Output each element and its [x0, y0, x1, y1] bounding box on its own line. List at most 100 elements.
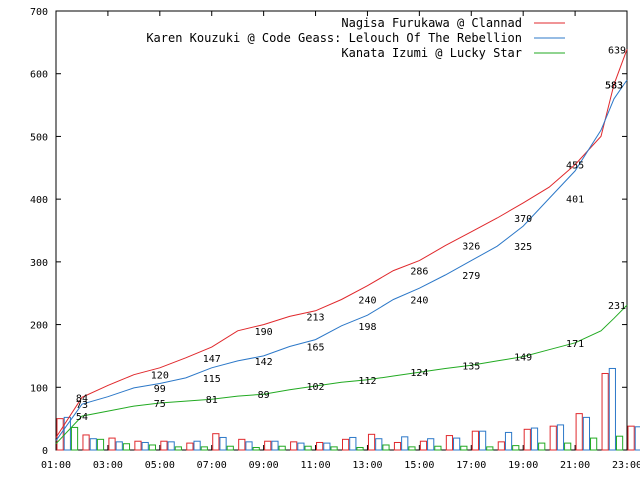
x-tick-label: 21:00: [560, 460, 590, 471]
hourly-bar: [601, 372, 609, 451]
data-label: 75: [154, 399, 166, 410]
hourly-bar: [193, 440, 201, 451]
hourly-bar: [634, 426, 640, 451]
data-label: 165: [307, 343, 325, 354]
hourly-bar: [582, 416, 591, 451]
data-label: 147: [203, 354, 221, 365]
hourly-bar: [375, 438, 383, 451]
hourly-bar: [349, 436, 357, 451]
y-axis: 0 100 200 300 400 500 600 700: [30, 7, 627, 457]
hourly-bar: [615, 435, 624, 451]
hourly-bar: [304, 445, 312, 451]
hourly-bar: [356, 446, 364, 451]
x-tick-label: 17:00: [456, 460, 486, 471]
hourly-bar: [478, 430, 487, 451]
hourly-bar: [238, 438, 246, 451]
hourly-bar: [367, 433, 376, 451]
x-tick-label: 11:00: [300, 460, 330, 471]
series-line: [55, 304, 628, 445]
x-tick-label: 13:00: [352, 460, 382, 471]
data-label: 325: [514, 242, 532, 253]
hourly-bar: [460, 445, 468, 451]
hourly-bar: [96, 438, 105, 451]
data-label: 279: [462, 271, 480, 282]
y-tick-label: 300: [30, 258, 48, 269]
hourly-bar: [56, 418, 64, 451]
hourly-bar: [427, 438, 435, 451]
data-label: 99: [154, 384, 166, 395]
hourly-bar: [134, 440, 142, 451]
hourly-bar: [393, 441, 402, 451]
data-labels: 84 120 147 190 213 240 286 326 370 455 583 639 73 99 1…: [76, 45, 626, 423]
hourly-bar: [497, 441, 505, 451]
hourly-bars: [56, 367, 640, 451]
x-tick-label: 07:00: [197, 460, 227, 471]
hourly-bar: [297, 442, 305, 451]
hourly-bar: [323, 442, 331, 451]
hourly-bar: [167, 441, 175, 451]
hourly-bar: [512, 445, 520, 451]
hourly-bar: [538, 442, 546, 451]
y-tick-label: 100: [30, 383, 48, 394]
hourly-bar: [419, 440, 428, 451]
hourly-bar: [212, 433, 220, 451]
data-label: 401: [566, 195, 584, 206]
data-label: 240: [358, 295, 376, 306]
data-label: 124: [410, 368, 428, 379]
data-label: 135: [462, 361, 480, 372]
x-axis: 01:00 03:00 05:00 07:00 09:00 11:00 13:00 15:00…: [41, 11, 640, 471]
data-label: 89: [258, 390, 270, 401]
hourly-bar: [264, 440, 272, 451]
data-label: 112: [358, 376, 376, 387]
data-label: 142: [255, 357, 273, 368]
x-tick-label: 23:00: [612, 460, 640, 471]
data-label: 583: [605, 80, 623, 91]
hourly-bar: [445, 435, 454, 451]
hourly-bar: [408, 446, 416, 451]
data-label: 190: [255, 327, 273, 338]
x-tick-label: 01:00: [41, 460, 71, 471]
hourly-bar: [122, 443, 131, 451]
y-tick-label: 0: [42, 446, 48, 457]
data-label: 326: [462, 242, 480, 253]
legend-label: Nagisa Furukawa @ Clannad: [341, 16, 522, 30]
x-tick-label: 15:00: [404, 460, 434, 471]
hourly-bar: [504, 431, 513, 451]
x-tick-label: 05:00: [145, 460, 175, 471]
hourly-bar: [627, 425, 635, 451]
hourly-bar: [271, 440, 279, 451]
series-line: [55, 79, 628, 441]
x-tick-label: 03:00: [93, 460, 123, 471]
hourly-bar: [174, 446, 182, 451]
x-tick-label: 09:00: [249, 460, 279, 471]
y-tick-label: 700: [30, 7, 48, 18]
hourly-bar: [70, 426, 79, 451]
legend-label: Karen Kouzuki @ Code Geass: Lelouch Of T…: [146, 31, 522, 45]
hourly-bar: [608, 367, 616, 451]
hourly-bar: [486, 446, 494, 451]
hourly-bar: [186, 442, 194, 451]
hourly-bar: [278, 445, 286, 451]
hourly-bar: [342, 438, 350, 451]
data-label: 73: [76, 400, 88, 411]
hourly-bar: [564, 442, 572, 451]
hourly-bar: [590, 437, 598, 451]
hourly-bar: [219, 436, 227, 451]
hourly-bar: [316, 441, 324, 451]
data-label: 84: [76, 393, 88, 404]
hourly-bar: [330, 446, 338, 451]
data-label: 171: [566, 339, 584, 350]
hourly-bar: [382, 444, 390, 451]
data-label: 286: [410, 267, 428, 278]
data-label: 231: [608, 301, 626, 312]
hourly-bar: [549, 425, 557, 451]
hourly-bar: [434, 445, 442, 451]
data-label: 120: [151, 371, 169, 382]
hourly-bar: [89, 438, 97, 451]
hourly-bar: [401, 436, 409, 451]
y-tick-label: 400: [30, 195, 48, 206]
hourly-bar: [63, 416, 71, 451]
hourly-bar: [252, 446, 260, 451]
y-tick-label: 200: [30, 321, 48, 332]
